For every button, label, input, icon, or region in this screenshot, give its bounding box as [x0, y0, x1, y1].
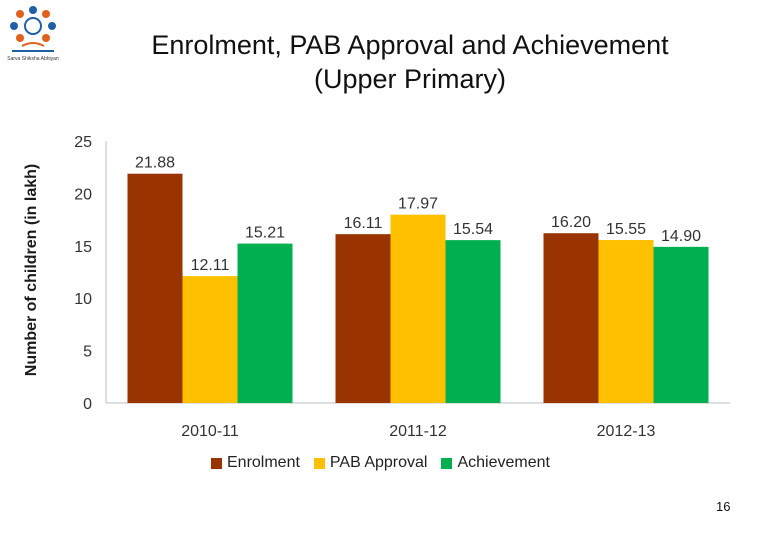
bar-pab-approval	[390, 214, 446, 403]
y-tick-label: 10	[74, 291, 92, 308]
bar-pab-approval	[598, 240, 654, 403]
bar-enrolment	[543, 233, 599, 403]
logo-text: Sarva Shiksha Abhiyan	[7, 56, 59, 62]
legend-label-pab-approval: PAB Approval	[329, 454, 428, 471]
legend-swatch-enrolment	[211, 457, 222, 469]
legend-label-enrolment: Enrolment	[227, 454, 300, 471]
data-label: 15.21	[245, 225, 285, 242]
data-label: 16.20	[551, 214, 591, 231]
x-tick-label: 2012-13	[597, 423, 656, 440]
bar-enrolment	[127, 173, 183, 403]
legend-item-enrolment: Enrolment	[211, 454, 300, 472]
data-label: 12.11	[191, 257, 230, 274]
title-line-1: Enrolment, PAB Approval and Achievement	[151, 30, 669, 60]
chart-title: Enrolment, PAB Approval and Achievement …	[60, 28, 760, 96]
x-tick-label: 2011-12	[389, 423, 447, 440]
legend-swatch-achievement	[441, 457, 453, 469]
legend-item-pab-approval: PAB Approval	[313, 454, 428, 472]
legend-item-achievement: Achievement	[441, 454, 550, 472]
legend-swatch-pab-approval	[313, 457, 325, 469]
bar-achievement	[237, 243, 293, 403]
legend-label-achievement: Achievement	[457, 454, 550, 471]
y-tick-label: 15	[74, 239, 92, 256]
data-label: 21.88	[135, 155, 175, 172]
page-number: 16	[716, 499, 731, 514]
data-label: 14.90	[661, 228, 701, 245]
y-tick-label: 20	[74, 186, 92, 203]
bar-achievement	[653, 246, 709, 403]
data-label: 15.54	[453, 221, 493, 238]
legend: Enrolment PAB Approval Achievement	[211, 454, 564, 472]
y-tick-label: 0	[83, 396, 92, 413]
data-label: 15.55	[606, 221, 646, 238]
data-label: 16.11	[344, 215, 383, 232]
sarva-shiksha-abhiyan-logo: Sarva Shiksha Abhiyan	[7, 6, 59, 62]
logo-figures	[10, 6, 56, 47]
x-tick-label: 2010-11	[181, 423, 239, 440]
y-tick-label: 5	[83, 344, 92, 361]
bar-pab-approval	[182, 276, 238, 403]
data-label: 17.97	[398, 196, 438, 213]
y-tick-label: 25	[74, 134, 92, 151]
bar-achievement	[445, 240, 501, 403]
title-line-2: (Upper Primary)	[313, 64, 507, 94]
bar-enrolment	[335, 234, 391, 403]
